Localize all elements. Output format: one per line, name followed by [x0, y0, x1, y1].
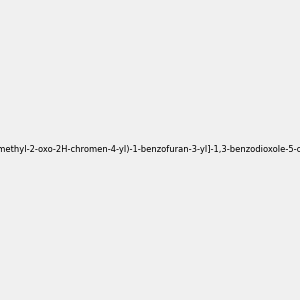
- Text: N-[2-(5,7-dimethyl-2-oxo-2H-chromen-4-yl)-1-benzofuran-3-yl]-1,3-benzodioxole-5-: N-[2-(5,7-dimethyl-2-oxo-2H-chromen-4-yl…: [0, 146, 300, 154]
